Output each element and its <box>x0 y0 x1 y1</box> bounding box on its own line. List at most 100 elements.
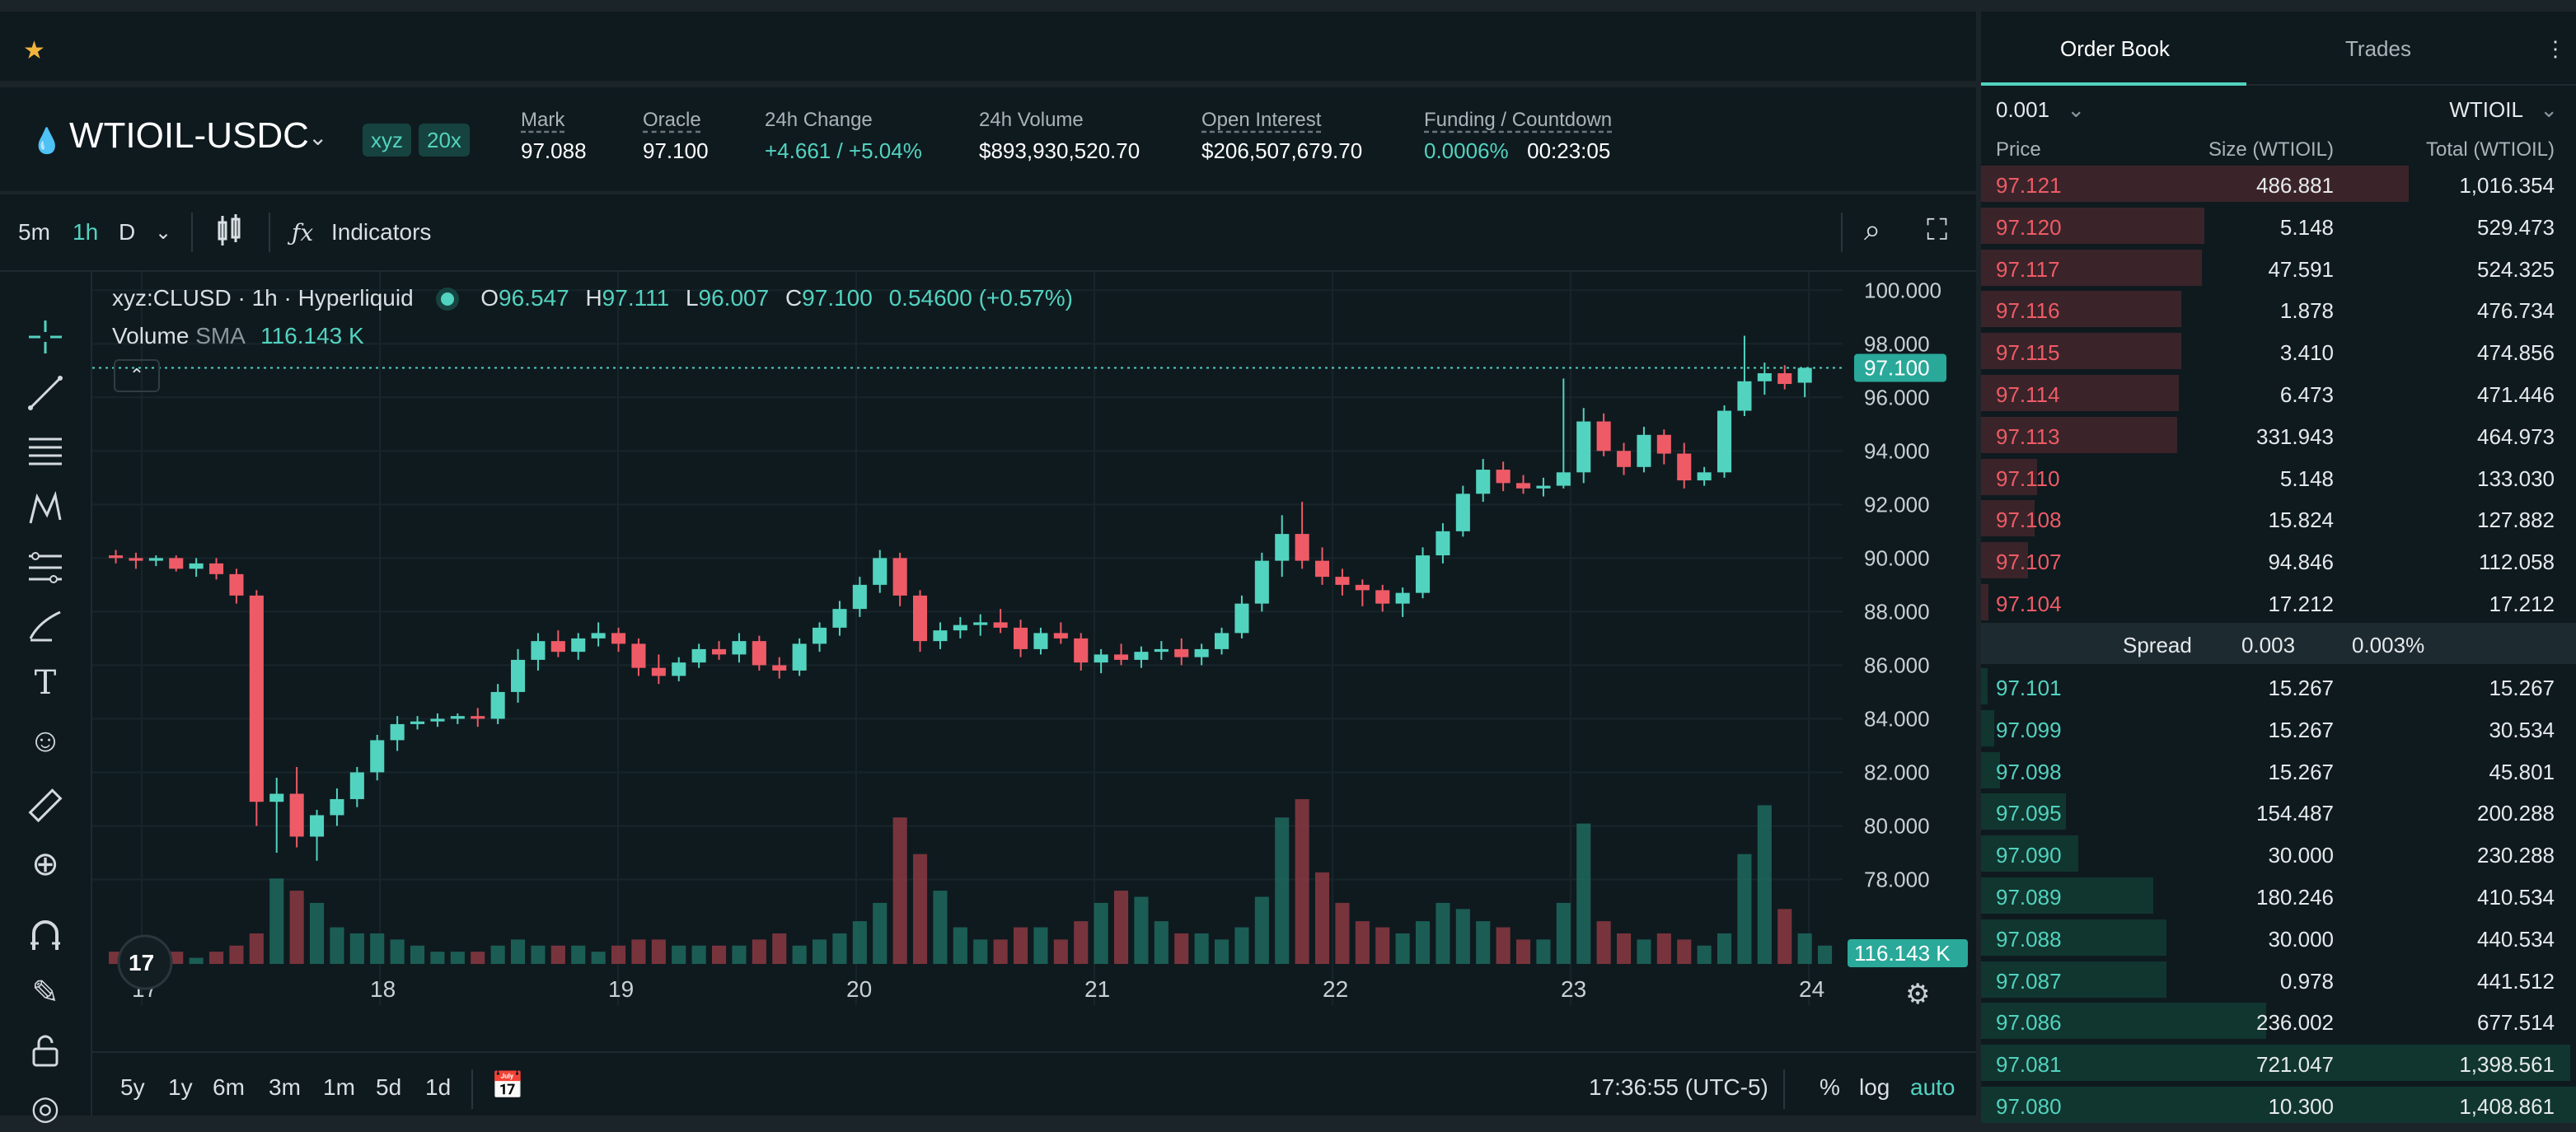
timeframe-5m[interactable]: 5m <box>18 219 50 245</box>
pencil-lock-icon[interactable]: ✎ <box>31 975 59 1011</box>
candle-body <box>1254 560 1269 604</box>
row-size: 236.002 <box>2256 1010 2334 1036</box>
volume-bar <box>852 921 867 964</box>
star-icon[interactable]: ★ <box>23 37 45 64</box>
ask-row[interactable]: 97.120 5.148 529.473 <box>1981 205 2576 246</box>
percent-toggle[interactable]: % <box>1820 1074 1840 1100</box>
bid-row[interactable]: 97.090 30.000 230.288 <box>1981 833 2576 874</box>
chart-toolbar: 5m 1h D ⌄ ƒx Indicators ⌕ ⛶ <box>0 194 1976 272</box>
bid-row[interactable]: 97.095 154.487 200.288 <box>1981 791 2576 832</box>
fib-icon[interactable] <box>21 544 69 592</box>
indicators-button[interactable]: Indicators <box>331 219 432 245</box>
magnet-icon[interactable] <box>21 911 69 959</box>
depth-bar <box>1981 709 1994 746</box>
candle-body <box>531 641 546 660</box>
bid-row[interactable]: 97.081 721.047 1,398.561 <box>1981 1042 2576 1083</box>
emoji-icon[interactable]: ☺ <box>28 722 63 759</box>
collapse-legend-button[interactable]: ⌃ <box>114 359 160 392</box>
tab-order-book[interactable]: Order Book <box>2060 36 2170 61</box>
depth-bar <box>1981 249 2202 286</box>
brush-icon[interactable] <box>21 601 69 649</box>
volume-bar <box>1033 927 1048 964</box>
candle-body <box>1094 654 1108 663</box>
stat-label: 24h Volume <box>979 109 1084 131</box>
leverage-badge[interactable]: 20x <box>419 124 470 157</box>
zoom-search-icon[interactable]: ⌕ <box>1864 213 1881 246</box>
range-5y[interactable]: 5y <box>120 1074 145 1100</box>
bid-row[interactable]: 97.089 180.246 410.534 <box>1981 875 2576 916</box>
ask-row[interactable]: 97.113 331.943 464.973 <box>1981 414 2576 456</box>
chevron-down-icon[interactable]: ⌄ <box>155 222 172 244</box>
bid-row[interactable]: 97.080 10.300 1,408.861 <box>1981 1084 2576 1125</box>
ask-row[interactable]: 97.104 17.212 17.212 <box>1981 582 2576 623</box>
ask-row[interactable]: 97.114 6.473 471.446 <box>1981 372 2576 414</box>
row-total: 441.512 <box>2477 968 2555 994</box>
tick-size-select[interactable]: 0.001 ⌄ <box>1996 97 2085 123</box>
bid-row[interactable]: 97.087 0.978 441.512 <box>1981 959 2576 1000</box>
calendar-icon[interactable]: 📅 <box>491 1070 524 1100</box>
ask-row[interactable]: 97.115 3.410 474.856 <box>1981 330 2576 372</box>
pattern-icon[interactable] <box>21 484 69 532</box>
chevron-down-icon[interactable]: ⌄ <box>308 124 328 150</box>
volume-bar <box>1777 909 1792 964</box>
ruler-icon[interactable] <box>21 783 69 830</box>
ask-row[interactable]: 97.117 47.591 524.325 <box>1981 247 2576 288</box>
volume-bar <box>1677 939 1692 964</box>
asset-unit-select[interactable]: WTIOIL ⌄ <box>2449 97 2558 123</box>
price-chart[interactable]: 100.000 98.000 96.000 94.000 92.000 90.000 88.… <box>92 272 1976 1017</box>
ask-row[interactable]: 97.107 94.846 112.058 <box>1981 540 2576 581</box>
eye-icon[interactable]: ◎ <box>30 1090 60 1126</box>
ask-row[interactable]: 97.116 1.878 476.734 <box>1981 288 2576 330</box>
range-5d[interactable]: 5d <box>376 1074 402 1100</box>
volume-bar <box>1234 927 1249 964</box>
market-symbol[interactable]: WTIOIL-USDC <box>69 115 309 156</box>
range-3m[interactable]: 3m <box>269 1074 301 1100</box>
zoom-in-icon[interactable]: ⊕ <box>31 846 59 882</box>
log-toggle[interactable]: log <box>1859 1074 1890 1100</box>
candle-body <box>1656 434 1671 454</box>
ask-row[interactable]: 97.108 15.824 127.882 <box>1981 498 2576 539</box>
bid-row[interactable]: 97.099 15.267 30.534 <box>1981 708 2576 749</box>
more-vertical-icon[interactable]: ⋮ <box>2545 36 2566 61</box>
candle-body <box>1295 534 1309 561</box>
timeframe-1h[interactable]: 1h <box>73 219 99 245</box>
horizontal-lines-icon[interactable] <box>21 427 69 475</box>
tradingview-logo-mark: 17 <box>129 950 154 975</box>
price-tick-label: 90.000 <box>1864 545 1930 570</box>
price-tick-label: 96.000 <box>1864 385 1930 409</box>
bid-row[interactable]: 97.086 236.002 677.514 <box>1981 1000 2576 1041</box>
row-total: 524.325 <box>2477 256 2555 282</box>
bid-row[interactable]: 97.101 15.267 15.267 <box>1981 666 2576 707</box>
ask-row[interactable]: 97.121 486.881 1,016.354 <box>1981 163 2576 204</box>
row-price: 97.104 <box>1996 592 2062 616</box>
fx-icon[interactable]: ƒx <box>292 219 314 246</box>
bid-row[interactable]: 97.088 30.000 440.534 <box>1981 917 2576 958</box>
row-total: 15.267 <box>2489 676 2555 700</box>
trend-line-icon[interactable] <box>21 369 69 417</box>
text-icon[interactable]: T <box>34 664 57 702</box>
range-6m[interactable]: 6m <box>213 1074 245 1100</box>
price-tick-label: 88.000 <box>1864 599 1930 624</box>
candle-body <box>1717 410 1732 473</box>
candle-body <box>1536 485 1551 489</box>
range-1m[interactable]: 1m <box>323 1074 355 1100</box>
candle-body <box>1174 648 1189 657</box>
fullscreen-icon[interactable]: ⛶ <box>1927 213 1948 246</box>
timeframe-d[interactable]: D <box>119 219 136 245</box>
range-1d[interactable]: 1d <box>425 1074 452 1100</box>
asset-unit-value: WTIOIL <box>2449 97 2522 122</box>
legend-h-label: H <box>585 285 602 311</box>
gear-icon[interactable]: ⚙ <box>1905 978 1930 1011</box>
bid-row[interactable]: 97.098 15.267 45.801 <box>1981 750 2576 791</box>
crosshair-icon[interactable] <box>21 313 69 361</box>
auto-toggle[interactable]: auto <box>1910 1074 1955 1100</box>
lock-icon[interactable] <box>21 1027 69 1074</box>
candle-body <box>913 595 928 642</box>
volume-bar <box>1154 921 1169 964</box>
ask-row[interactable]: 97.110 5.148 133.030 <box>1981 456 2576 498</box>
candle-type-icon[interactable] <box>216 213 244 255</box>
tab-trades[interactable]: Trades <box>2345 36 2411 61</box>
candle-body <box>1355 584 1370 591</box>
row-size: 10.300 <box>2268 1094 2334 1119</box>
range-1y[interactable]: 1y <box>168 1074 193 1100</box>
